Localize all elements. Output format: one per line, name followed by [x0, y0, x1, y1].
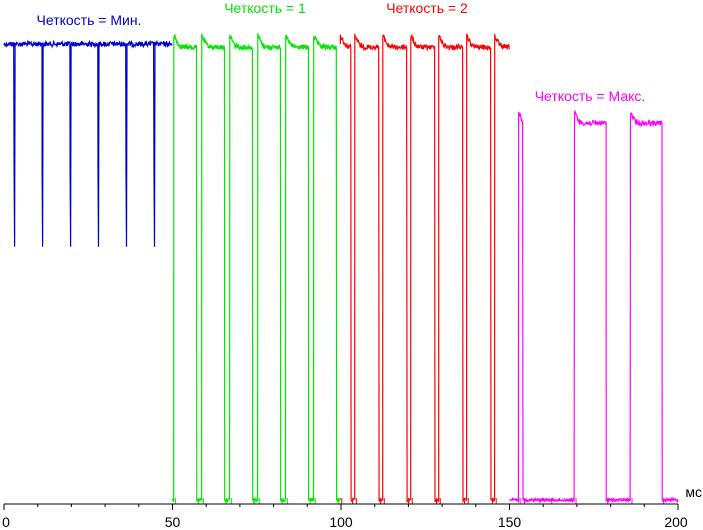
series-line — [509, 109, 679, 504]
series-1 — [3, 39, 173, 247]
series-labels: Четкость = Мин. Четкость = 1 Четкость = 2 Ч… — [37, 0, 646, 104]
series-line — [171, 33, 342, 504]
x-tick-label: 200 — [664, 514, 688, 530]
series-3 — [339, 33, 510, 504]
x-tick-label: 150 — [498, 514, 522, 530]
series-line — [3, 39, 173, 247]
series-line — [339, 33, 510, 504]
x-tick-label: 0 — [2, 514, 10, 530]
series-2 — [171, 33, 342, 504]
series-layer — [3, 33, 679, 504]
x-axis-unit: мс — [685, 484, 702, 500]
x-tick-label: 100 — [329, 514, 353, 530]
series-label: Четкость = 1 — [224, 0, 306, 16]
x-axis: мс 0 50 100 150 200 — [2, 484, 702, 530]
series-label: Четкость = 2 — [386, 0, 468, 16]
x-tick-label: 50 — [165, 514, 181, 530]
series-label: Четкость = Мин. — [37, 12, 142, 28]
series-4 — [509, 109, 679, 504]
series-label: Четкость = Макс. — [535, 88, 646, 104]
